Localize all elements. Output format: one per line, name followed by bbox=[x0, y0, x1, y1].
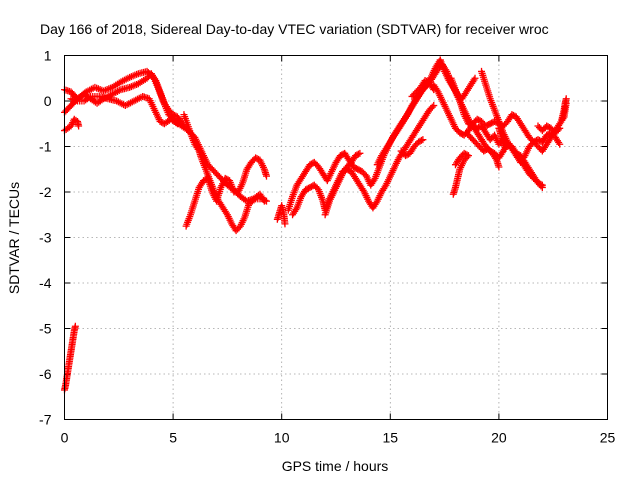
x-tick-label: 20 bbox=[491, 430, 507, 446]
data-point bbox=[537, 182, 545, 190]
y-tick-label: -7 bbox=[39, 412, 52, 428]
data-point bbox=[262, 172, 270, 180]
x-tick-label: 10 bbox=[274, 430, 290, 446]
plot-frame bbox=[64, 55, 608, 420]
series-9 bbox=[289, 102, 438, 219]
y-tick-label: 0 bbox=[44, 93, 52, 109]
y-tick-label: -2 bbox=[39, 184, 52, 200]
series-21 bbox=[534, 122, 564, 137]
x-tick-label: 25 bbox=[600, 430, 616, 446]
y-tick-label: -4 bbox=[39, 275, 52, 291]
series-6 bbox=[182, 154, 270, 230]
series-3 bbox=[67, 92, 181, 128]
series-5 bbox=[180, 111, 270, 235]
data-point bbox=[71, 322, 79, 330]
data-point bbox=[430, 102, 438, 110]
data-point bbox=[419, 136, 427, 144]
series-11 bbox=[397, 136, 427, 160]
data-point bbox=[538, 183, 546, 191]
data-point bbox=[173, 120, 181, 128]
data-point bbox=[501, 145, 509, 153]
data-point bbox=[471, 74, 479, 82]
data-point bbox=[408, 92, 416, 100]
x-tick-label: 5 bbox=[169, 430, 177, 446]
series-10 bbox=[321, 149, 364, 219]
x-tick-label: 15 bbox=[383, 430, 399, 446]
data-point bbox=[417, 136, 425, 144]
x-tick-labels: 0 5 10 15 20 25 bbox=[61, 430, 616, 446]
data-point bbox=[554, 126, 562, 134]
data-point bbox=[172, 119, 180, 127]
data-point bbox=[562, 95, 570, 103]
series-15 bbox=[462, 129, 503, 171]
data-point bbox=[250, 196, 258, 204]
y-tick-label: -5 bbox=[39, 321, 52, 337]
y-tick-label: -3 bbox=[39, 230, 52, 246]
data-point bbox=[428, 103, 436, 111]
data-point bbox=[495, 163, 503, 171]
x-axis-label: GPS time / hours bbox=[282, 458, 389, 474]
data-point bbox=[356, 149, 364, 157]
y-axis-label: SDTVAR / TECUs bbox=[6, 182, 22, 294]
y-tick-labels: -7 -6 -5 -4 -3 -2 -1 0 1 bbox=[39, 48, 52, 428]
data-point bbox=[354, 150, 362, 158]
series-23 bbox=[61, 322, 79, 394]
series-19 bbox=[449, 149, 472, 198]
series-7 bbox=[273, 202, 289, 228]
data-points bbox=[61, 56, 570, 394]
series-16 bbox=[478, 67, 546, 191]
data-point bbox=[281, 220, 289, 228]
y-tick-label: 1 bbox=[44, 48, 52, 64]
y-tick-label: -6 bbox=[39, 366, 52, 382]
data-point bbox=[262, 197, 270, 205]
x-tick-label: 0 bbox=[61, 430, 69, 446]
series-1 bbox=[61, 67, 268, 205]
series-17 bbox=[408, 77, 438, 100]
data-point bbox=[409, 91, 417, 99]
data-point bbox=[449, 190, 457, 198]
data-point bbox=[556, 124, 564, 132]
grid-lines bbox=[64, 55, 608, 420]
data-point bbox=[75, 122, 83, 130]
data-point bbox=[261, 196, 269, 204]
chart-title: Day 166 of 2018, Sidereal Day-to-day VTE… bbox=[40, 21, 549, 37]
series-22 bbox=[558, 95, 570, 123]
y-tick-label: -1 bbox=[39, 139, 52, 155]
data-point bbox=[85, 94, 93, 102]
series-18 bbox=[436, 56, 479, 103]
data-point bbox=[556, 140, 564, 148]
series-20 bbox=[495, 124, 509, 153]
